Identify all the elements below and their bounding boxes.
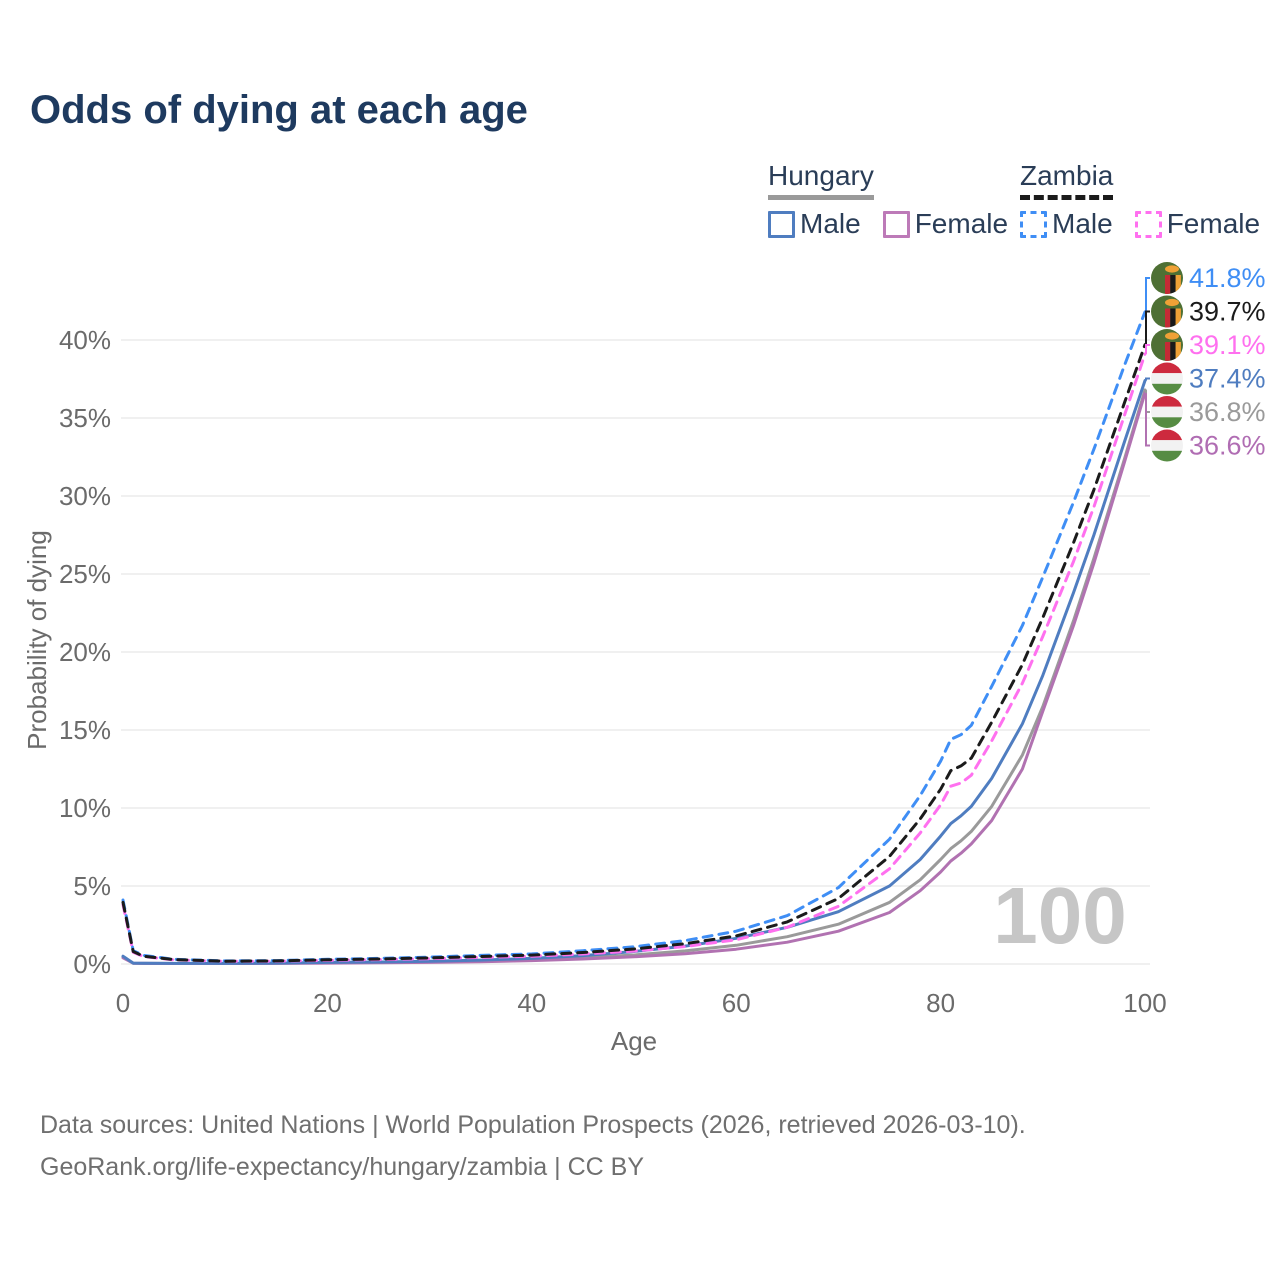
legend-item-label: Female	[1166, 208, 1261, 239]
chart-legend: Hungary Male Female Zambia Male Female	[768, 160, 1268, 244]
end-label-connector-zambia-both	[1145, 310, 1150, 345]
end-label-connector-zambia-male	[1145, 277, 1150, 312]
hungary-flag-icon	[1151, 362, 1183, 395]
x-axis-title: Age	[611, 1026, 657, 1056]
end-value-label-hungary-both: 36.8%	[1189, 397, 1266, 427]
page-title: Odds of dying at each age	[30, 88, 528, 132]
x-tick-label-0: 0	[116, 988, 130, 1018]
series-line-zambia-male	[121, 310, 1147, 963]
y-axis-title: Probability of dying	[22, 530, 52, 750]
legend-swatch-icon	[882, 210, 910, 238]
end-value-label-zambia-both: 39.7%	[1189, 297, 1266, 327]
footer: Data sources: United Nations | World Pop…	[40, 1104, 1026, 1188]
x-tick-label-60: 60	[722, 988, 751, 1018]
series-line-hungary-female	[121, 391, 1147, 965]
y-tick-label-10: 10%	[59, 793, 111, 823]
legend-country-zambia[interactable]: Zambia	[1020, 160, 1114, 200]
legend-item-zambia-male[interactable]: Male	[1020, 208, 1113, 240]
end-value-label-zambia-male: 41.8%	[1189, 263, 1266, 293]
watermark-age-indicator: 100	[993, 871, 1126, 960]
x-tick-label-80: 80	[926, 988, 955, 1018]
series-line-hungary-male	[121, 379, 1147, 965]
y-tick-label-15: 15%	[59, 715, 111, 745]
legend-item-label: Male	[1052, 208, 1113, 239]
end-value-label-hungary-female: 36.6%	[1189, 431, 1266, 461]
y-tick-label-30: 30%	[59, 481, 111, 511]
series-line-zambia-both	[121, 343, 1147, 963]
end-value-label-zambia-female: 39.1%	[1189, 330, 1266, 360]
zambia-flag-icon	[1151, 329, 1183, 361]
legend-group-hungary: Hungary Male Female	[768, 160, 1030, 240]
y-tick-label-0: 0%	[73, 949, 111, 979]
y-tick-label-35: 35%	[59, 403, 111, 433]
legend-group-zambia: Zambia Male Female	[1020, 160, 1280, 240]
zambia-flag-icon	[1151, 295, 1183, 328]
x-tick-label-100: 100	[1123, 988, 1166, 1018]
end-label-connector-hungary-male	[1145, 377, 1150, 381]
hungary-flag-icon	[1151, 429, 1183, 462]
x-tick-label-40: 40	[517, 988, 546, 1018]
legend-swatch-icon	[768, 210, 795, 238]
series-line-zambia-female	[121, 352, 1147, 963]
footer-attribution: GeoRank.org/life-expectancy/hungary/zamb…	[40, 1153, 645, 1181]
legend-item-hungary-female[interactable]: Female	[882, 208, 1009, 240]
x-tick-label-20: 20	[313, 988, 342, 1018]
legend-swatch-icon	[1134, 210, 1162, 238]
end-label-connector-zambia-female	[1145, 344, 1150, 354]
end-value-label-hungary-male: 37.4%	[1189, 364, 1266, 394]
hungary-flag-icon	[1151, 396, 1183, 428]
legend-swatch-icon	[1020, 210, 1047, 238]
footer-data-sources: Data sources: United Nations | World Pop…	[40, 1111, 1026, 1139]
legend-item-label: Male	[800, 208, 861, 239]
y-tick-label-40: 40%	[59, 325, 111, 355]
legend-item-zambia-female[interactable]: Female	[1134, 208, 1261, 240]
y-tick-label-25: 25%	[59, 559, 111, 589]
y-tick-label-20: 20%	[59, 637, 111, 667]
series-line-hungary-both	[121, 388, 1147, 965]
end-label-connector-hungary-female	[1145, 393, 1150, 447]
legend-item-hungary-male[interactable]: Male	[768, 208, 861, 240]
y-tick-label-5: 5%	[73, 871, 111, 901]
legend-item-label: Female	[914, 208, 1009, 239]
zambia-flag-icon	[1151, 262, 1183, 294]
legend-country-hungary[interactable]: Hungary	[768, 160, 874, 200]
